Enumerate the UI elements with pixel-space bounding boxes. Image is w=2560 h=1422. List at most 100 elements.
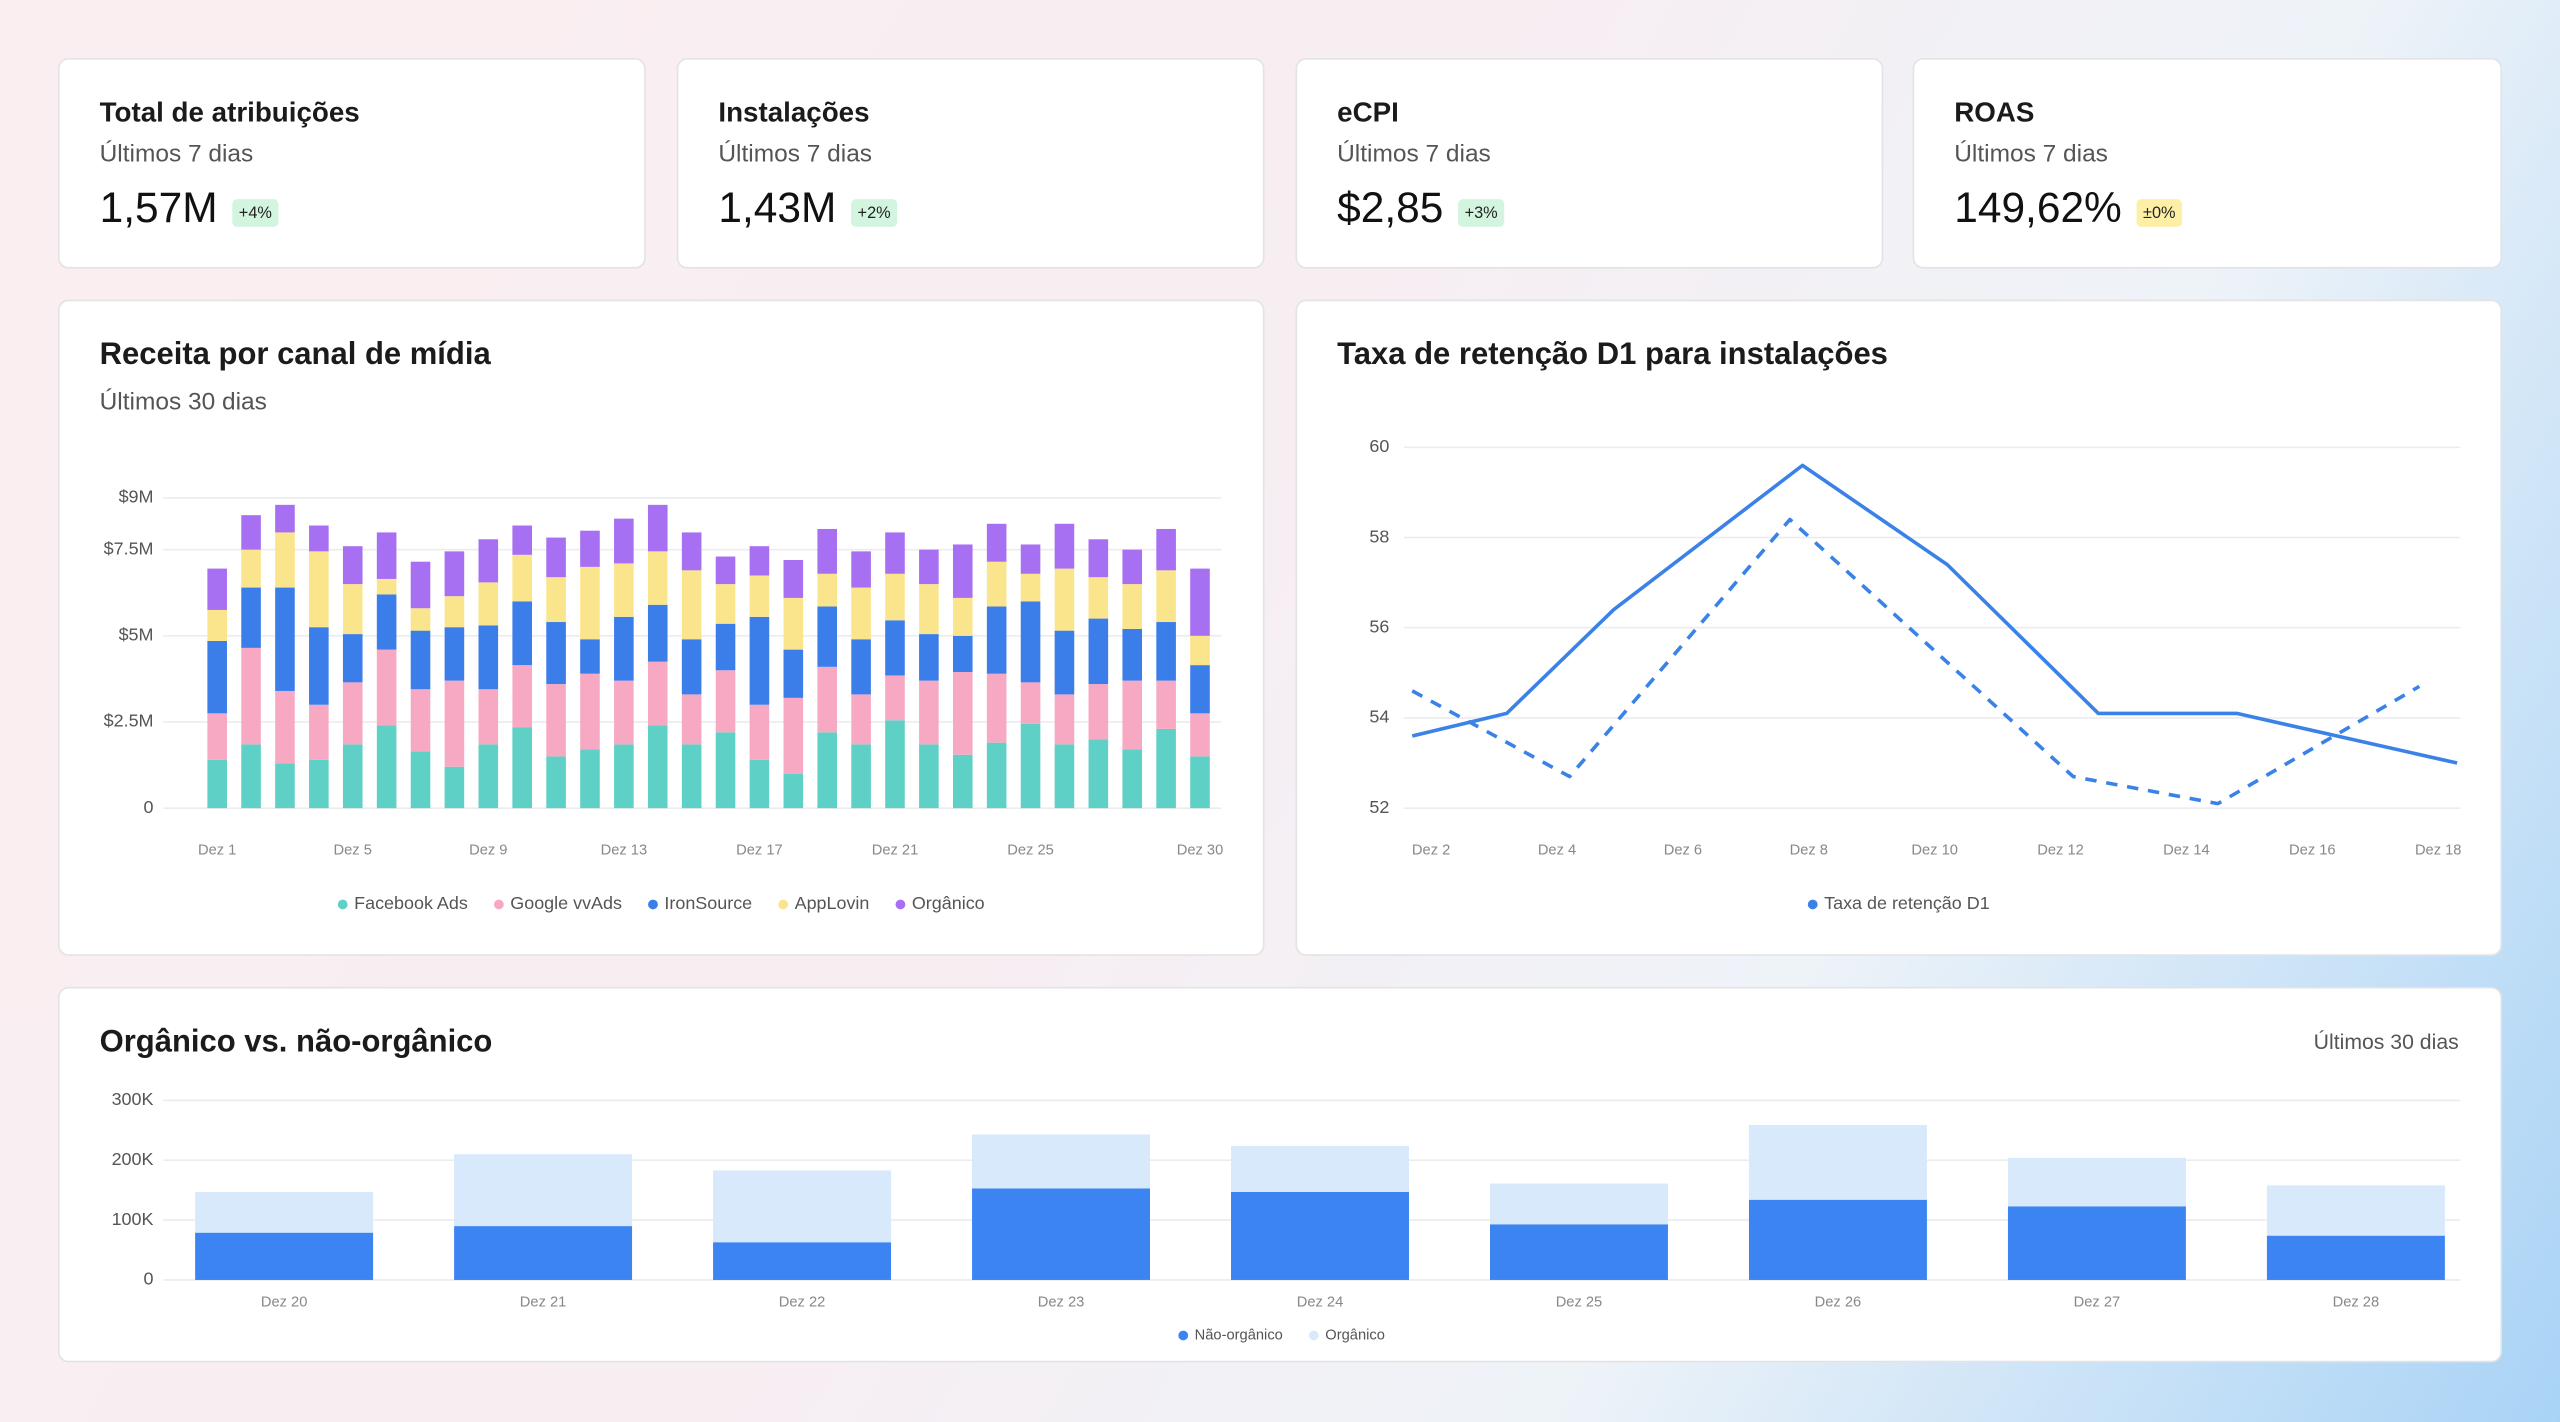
bar-segment [749, 759, 770, 809]
x-tick-label: Dez 25 [1007, 842, 1054, 858]
bar-segment [309, 627, 329, 705]
bar-segment [376, 594, 397, 650]
bar-segment [546, 756, 566, 809]
bar-segment [783, 559, 804, 598]
bar-segment [580, 673, 600, 750]
kpi-change: +2% [858, 204, 891, 222]
x-tick-label: Dez 2 [1412, 842, 1450, 858]
bar-segment [1190, 665, 1210, 714]
bar-segment [614, 518, 634, 564]
bar-segment [1231, 1145, 1409, 1192]
bar-segment [749, 704, 770, 760]
legend-marker [1178, 1330, 1189, 1341]
bar-segment [1020, 544, 1041, 574]
bar-segment [444, 596, 465, 628]
bar-segment [919, 744, 939, 809]
x-tick-label: Dez 9 [469, 842, 507, 858]
bar-segment [1748, 1124, 1927, 1200]
bar-segment [512, 665, 532, 728]
kpi-value: $2,85 [1337, 184, 1443, 231]
x-tick-label: Dez 30 [1177, 842, 1224, 858]
x-tick-label: Dez 14 [2163, 842, 2210, 858]
bar-segment [1020, 573, 1041, 602]
bar-segment [952, 597, 973, 636]
line [1411, 463, 2458, 765]
bar-segment [1122, 749, 1143, 809]
bar-segment [275, 532, 295, 588]
bar-segment [1020, 682, 1041, 724]
bar-segment [241, 587, 261, 648]
bar-segment [1020, 601, 1041, 683]
legend-label: Google vvAds [510, 893, 622, 913]
bar-segment [614, 680, 634, 745]
bar-segment [783, 597, 804, 650]
bar-segment [972, 1134, 1151, 1189]
chart-subtitle: Últimos 30 dias [100, 389, 267, 416]
bar-segment [851, 694, 871, 745]
bar-segment [2007, 1206, 2186, 1280]
bar-segment [546, 622, 566, 685]
bar-segment [1748, 1199, 1927, 1280]
bar-segment [376, 649, 397, 726]
legend-marker [1807, 899, 1818, 910]
y-tick-label: $5M [119, 625, 154, 645]
kpi-change: ±0% [2143, 204, 2176, 222]
bar-segment [478, 582, 499, 626]
bar-segment [647, 725, 668, 809]
bar-segment [919, 634, 939, 681]
x-tick-label: Dez 27 [2074, 1295, 2121, 1311]
y-tick-label: 58 [1369, 526, 1389, 546]
legend-label: IronSource [664, 893, 752, 913]
bar-segment [580, 749, 600, 809]
bar-segment [1122, 628, 1143, 681]
bar-segment [986, 523, 1007, 562]
bar-segment [1190, 756, 1210, 809]
bar-segment [715, 732, 736, 809]
legend-label: Facebook Ads [354, 893, 468, 913]
bar-segment [817, 573, 838, 607]
bar-segment [309, 551, 329, 628]
y-tick-label: 0 [144, 1269, 154, 1289]
bar-segment [309, 525, 329, 552]
bar-segment [817, 666, 838, 733]
bar-segment [919, 549, 939, 585]
y-tick-label: $7.5M [104, 538, 154, 558]
bar-segment [478, 744, 499, 809]
bar-segment [1088, 577, 1109, 619]
chart-title: Receita por canal de mídia [100, 336, 492, 371]
bar-segment [715, 623, 736, 671]
bar-segment [715, 670, 736, 733]
y-tick-label: 60 [1369, 436, 1389, 456]
x-tick-label: Dez 12 [2037, 842, 2084, 858]
bar-segment [1054, 630, 1075, 695]
x-tick-label: Dez 18 [2415, 842, 2462, 858]
y-tick-label: $9M [119, 487, 154, 507]
bar-segment [713, 1170, 892, 1243]
bar-segment [1489, 1224, 1668, 1280]
x-tick-label: Dez 25 [1556, 1295, 1603, 1311]
bar-segment [410, 608, 431, 631]
kpi-subtitle: Últimos 7 dias [1337, 141, 1491, 168]
legend-marker [778, 899, 789, 910]
bar-segment [1122, 680, 1143, 750]
chart-title: Taxa de retenção D1 para instalações [1337, 336, 1888, 371]
bar-segment [1122, 584, 1143, 629]
bar-segment [681, 639, 702, 695]
bar-segment [885, 675, 905, 721]
bar-segment [342, 546, 363, 585]
chart-subtitle: Últimos 30 dias [2314, 1029, 2459, 1054]
bar-segment [749, 575, 770, 617]
bar-segment [2007, 1157, 2186, 1207]
x-tick-label: Dez 8 [1790, 842, 1828, 858]
bar-segment [376, 725, 397, 809]
legend-label: Taxa de retenção D1 [1824, 893, 1990, 913]
bar-segment [817, 732, 838, 809]
bar-segment [1054, 568, 1075, 631]
legend-marker [337, 899, 348, 910]
bar-segment [546, 684, 566, 757]
bar-segment [2266, 1235, 2445, 1280]
bar-segment [647, 551, 668, 605]
bar-segment [342, 634, 363, 683]
bar-segment [1088, 539, 1109, 578]
